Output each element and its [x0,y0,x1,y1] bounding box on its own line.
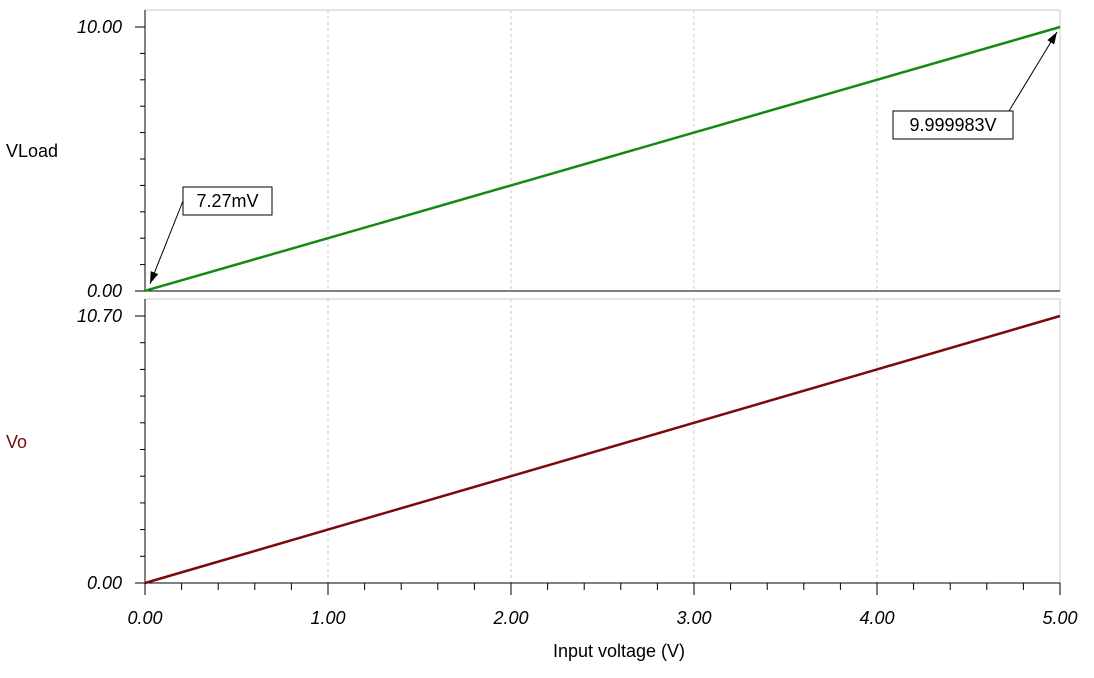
x-tick-label: 5.00 [1042,608,1077,628]
y-tick-label-min: 0.00 [87,281,122,301]
y-tick-label-max: 10.70 [77,306,122,326]
annotation-label: 7.27mV [196,191,258,211]
y-axis-label: VLoad [6,141,58,161]
vo-plot: 10.70 0.00 Vo [6,298,1061,593]
y-axis-label: Vo [6,432,27,452]
annotation: 7.27mV [149,186,273,284]
x-tick-label: 1.00 [310,608,345,628]
vload-plot: 10.00 0.00 VLoad 7.27mV 9.999983V [6,9,1061,301]
annotation-arrowhead [150,271,159,284]
annotation: 9.999983V [892,31,1058,140]
series-line [144,314,1061,585]
x-tick-label: 3.00 [676,608,711,628]
annotation-arrow [1008,31,1058,112]
annotation-box [892,110,1014,140]
x-axis: 0.00 1.00 2.00 3.00 4.00 5.00 [127,583,1078,628]
x-tick-label: 0.00 [127,608,162,628]
annotation-arrowhead [1047,32,1057,45]
y-tick-label-max: 10.00 [77,17,122,37]
x-tick-label: 4.00 [859,608,894,628]
annotation-box [182,186,273,216]
x-axis-label: Input voltage (V) [553,641,685,661]
y-tick-label-min: 0.00 [87,573,122,593]
annotation-label: 9.999983V [909,115,996,135]
x-tick-label: 2.00 [492,608,528,628]
series-line [144,25,1061,293]
annotation-arrow [149,200,184,284]
